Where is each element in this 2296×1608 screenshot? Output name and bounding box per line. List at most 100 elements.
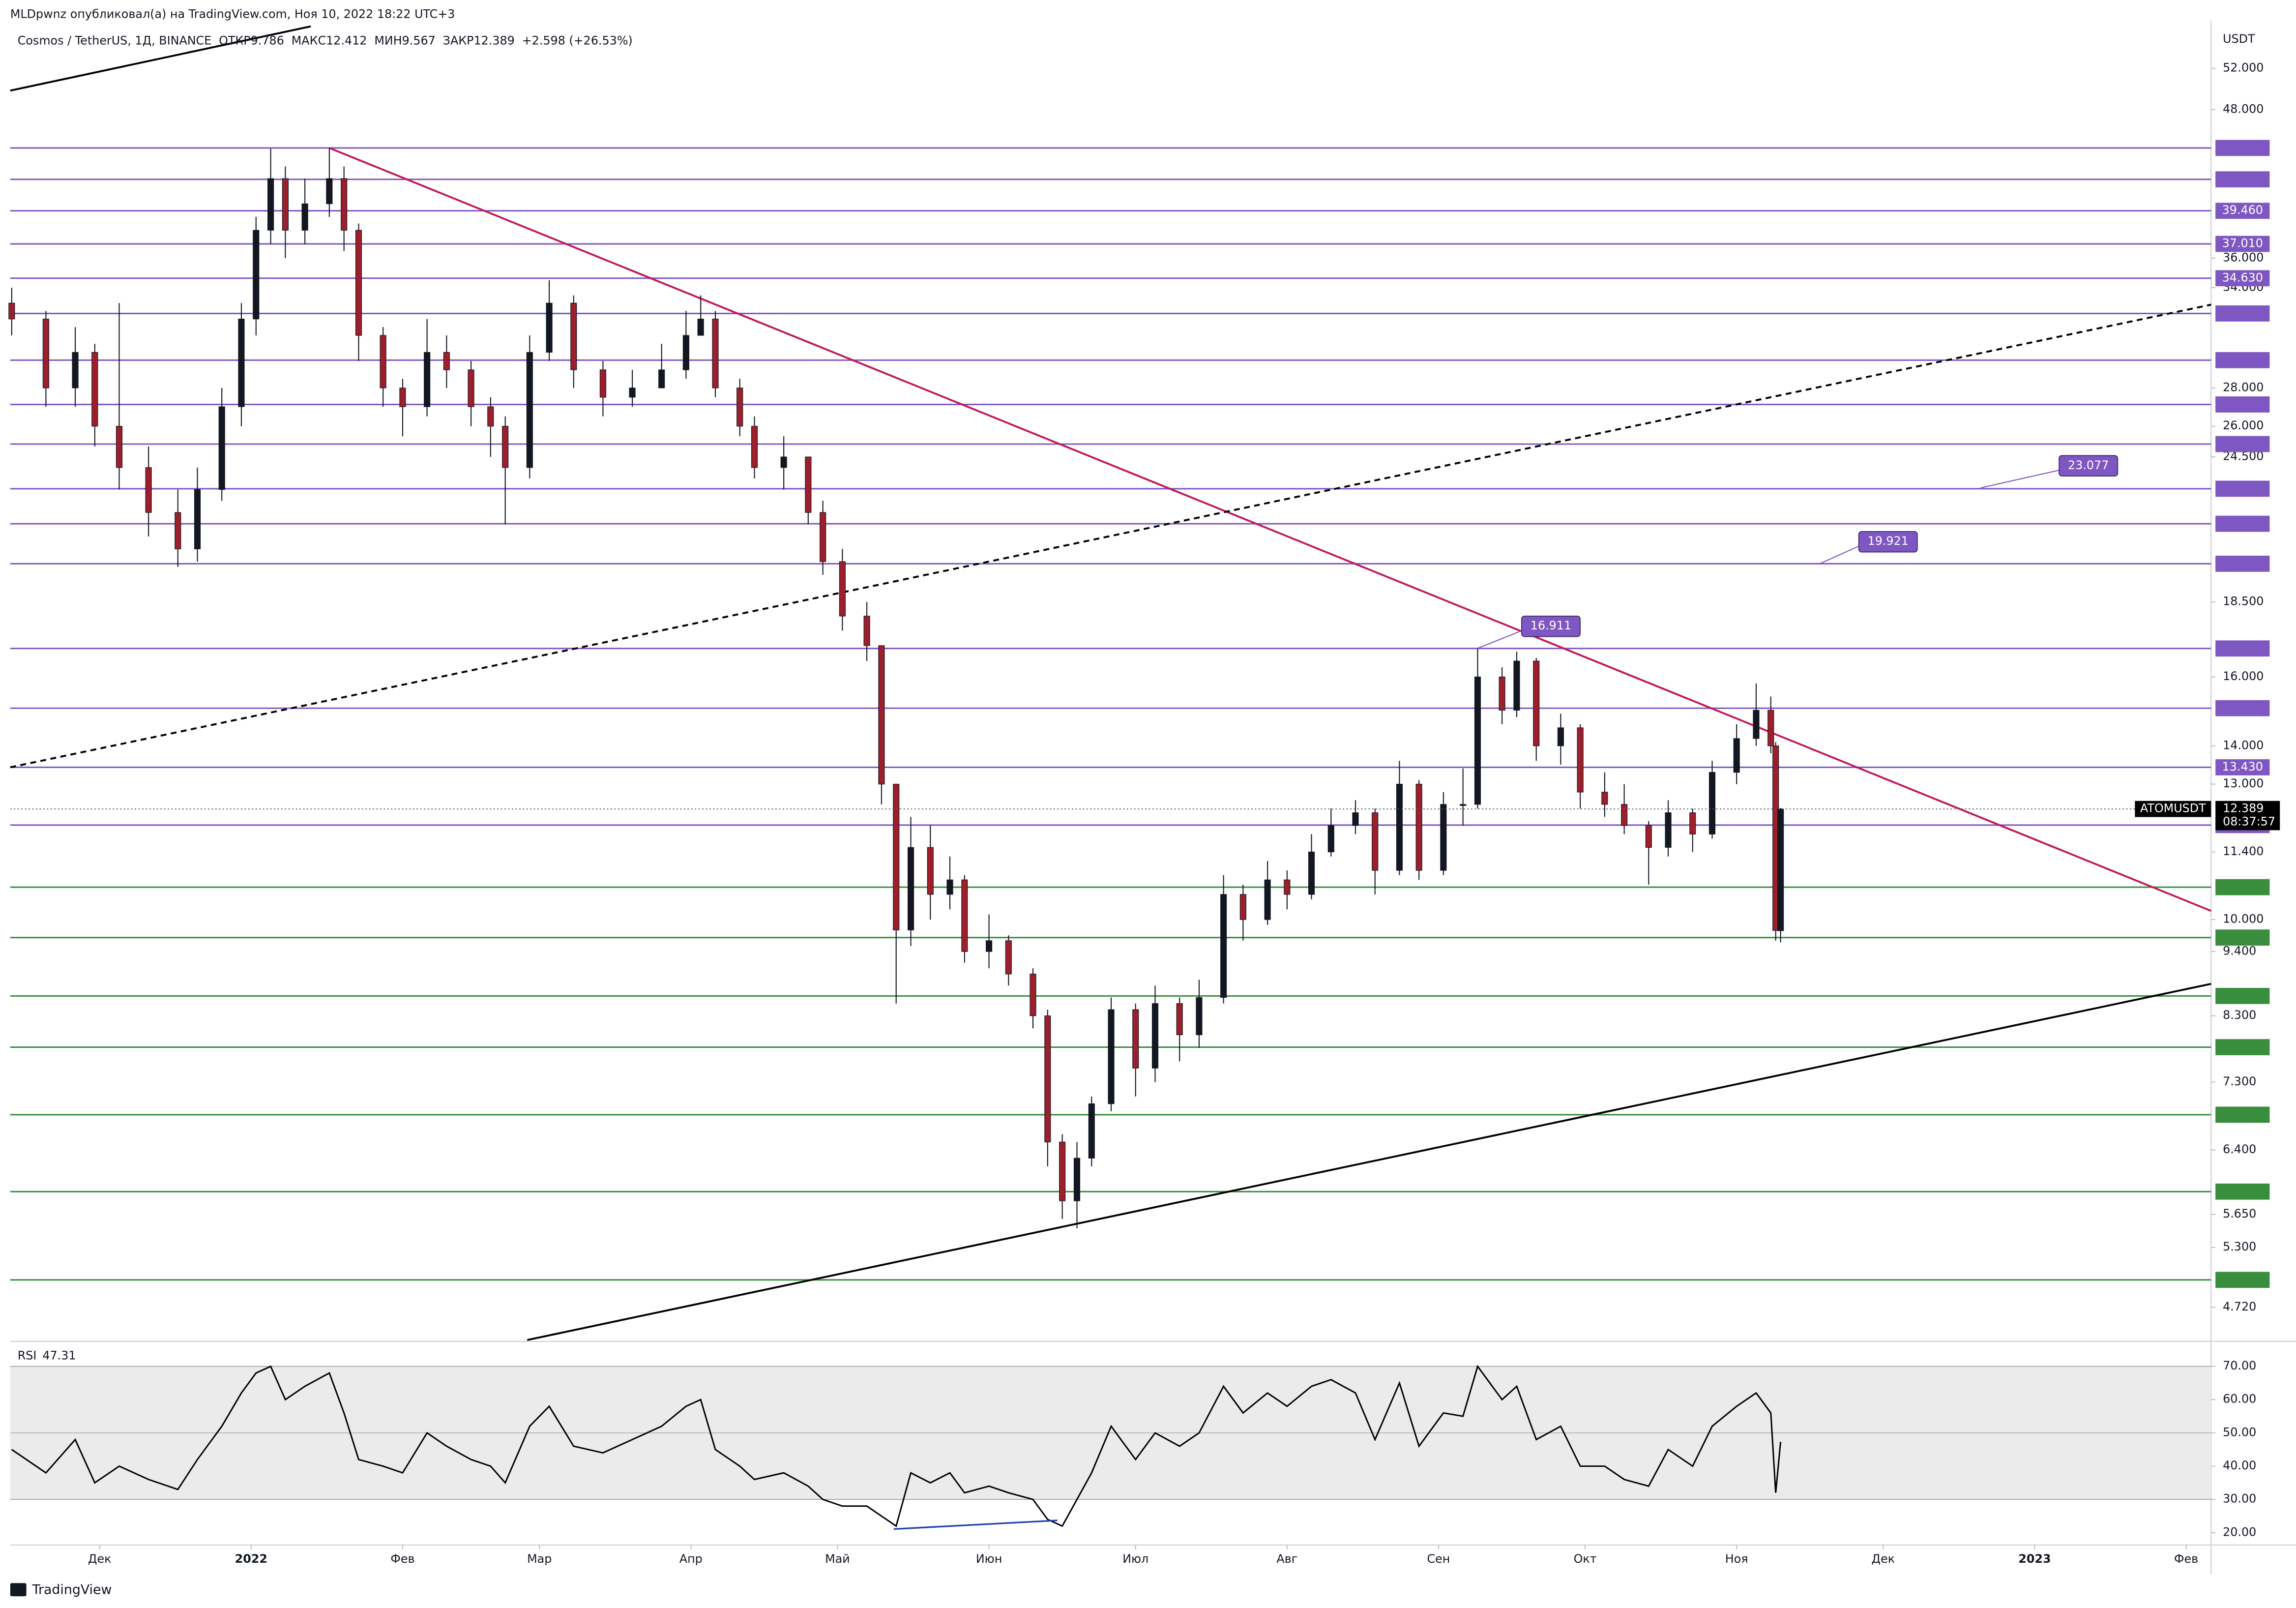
candle-body xyxy=(1220,894,1227,998)
candle-body xyxy=(1327,825,1334,853)
legend-value: 12.389 xyxy=(474,33,515,47)
level-label-box xyxy=(2215,305,2270,322)
candle-body xyxy=(1264,879,1271,920)
candle-body xyxy=(91,352,98,427)
candle-body xyxy=(218,406,225,490)
candle-body xyxy=(927,847,934,895)
candle-body xyxy=(1352,812,1359,826)
rsi-y-tick-label: 60.00 xyxy=(2223,1392,2256,1406)
rsi-legend: RSI 47.31 xyxy=(18,1348,76,1362)
candle-body xyxy=(502,426,509,468)
candle-body xyxy=(194,489,201,549)
candle-body xyxy=(1753,710,1760,739)
candle-body xyxy=(908,847,914,930)
header: MLDpwnz опубликовал(а) на TradingView.co… xyxy=(10,7,455,21)
candle-body xyxy=(487,406,494,427)
candle-body xyxy=(1396,783,1403,871)
level-label-box xyxy=(2215,1183,2270,1200)
callout-label: 23.077 xyxy=(2068,458,2109,472)
level-label-box xyxy=(2215,396,2270,413)
callout-box xyxy=(1521,615,1581,637)
level-label-box xyxy=(2215,988,2270,1004)
candle-body xyxy=(468,369,474,407)
logo-icon xyxy=(10,1583,27,1597)
legend-key: МАКС xyxy=(292,33,326,47)
candle-body xyxy=(341,178,348,231)
callout-box xyxy=(1858,531,1918,553)
trend-line xyxy=(329,147,2211,912)
candle-body xyxy=(326,178,333,204)
y-tick-label: 4.720 xyxy=(2223,1300,2256,1313)
candle-body xyxy=(1557,727,1564,746)
candle-body xyxy=(355,230,362,336)
level-label-box xyxy=(2215,759,2270,775)
candle-body xyxy=(682,335,689,370)
candle-body xyxy=(961,879,968,952)
candle-body xyxy=(893,783,900,930)
candle-body xyxy=(1733,738,1740,773)
level-label-box xyxy=(2215,480,2270,497)
candle-body xyxy=(1196,997,1203,1035)
callout-box xyxy=(2059,455,2119,477)
candle-body xyxy=(697,319,704,336)
y-tick-label: 9.400 xyxy=(2223,944,2256,958)
level-label: 13.430 xyxy=(2222,760,2263,774)
candle-body xyxy=(751,426,758,468)
level-label-box xyxy=(2215,236,2270,252)
candle-body xyxy=(424,352,431,407)
callout-pointer xyxy=(1819,545,1859,565)
candle-body xyxy=(1059,1141,1066,1201)
candle-body xyxy=(570,302,577,370)
level-label: 34.630 xyxy=(2222,270,2263,284)
candle-body xyxy=(443,352,450,370)
candle-body xyxy=(839,561,846,617)
x-tick-label: Фев xyxy=(2174,1552,2198,1566)
x-tick-label: Ноя xyxy=(1725,1552,1748,1566)
candle-body xyxy=(1108,1009,1115,1104)
rsi-y-tick-label: 50.00 xyxy=(2223,1425,2256,1439)
x-tick-label: Июн xyxy=(976,1552,1002,1566)
candle-body xyxy=(267,178,274,231)
candle-body xyxy=(1777,808,1784,931)
candle-body xyxy=(1665,812,1672,848)
rsi-y-tick-label: 40.00 xyxy=(2223,1459,2256,1472)
trend-line xyxy=(527,983,2211,1341)
legend-key: МИН xyxy=(374,33,402,47)
footer-logo: TradingView xyxy=(32,1582,112,1598)
level-label: 37.010 xyxy=(2222,236,2263,250)
candle-body xyxy=(629,387,636,398)
x-tick-label: 2022 xyxy=(235,1552,267,1566)
candle-body xyxy=(145,467,152,513)
level-label-box xyxy=(2215,140,2270,156)
candle-body xyxy=(1645,825,1652,848)
candle-body xyxy=(805,456,812,513)
candle-body xyxy=(72,352,79,388)
y-tick-label: 18.500 xyxy=(2223,595,2264,608)
candle-body xyxy=(42,319,49,388)
candle-body xyxy=(599,369,606,398)
candle-body xyxy=(1005,940,1012,975)
level-label-box xyxy=(2215,1272,2270,1288)
y-tick-label: 16.000 xyxy=(2223,669,2264,683)
price-label: 12.389 xyxy=(2223,802,2264,815)
y-tick-label: 14.000 xyxy=(2223,738,2264,752)
x-tick-label: Дек xyxy=(88,1552,112,1566)
level-label-box xyxy=(2215,640,2270,657)
candle-body xyxy=(1088,1103,1095,1159)
candle-body xyxy=(8,302,15,320)
level-label-box xyxy=(2215,270,2270,287)
y-tick-label: 10.000 xyxy=(2223,912,2264,926)
rsi-y-tick-label: 20.00 xyxy=(2223,1525,2256,1539)
level-label-box xyxy=(2215,203,2270,219)
candle-body xyxy=(175,512,181,549)
legend-change: +2.598 (+26.53%) xyxy=(522,33,633,47)
y-tick-label: 28.000 xyxy=(2223,380,2264,394)
candle-body xyxy=(380,335,386,388)
candle-body xyxy=(238,319,245,407)
level-label-box xyxy=(2215,171,2270,188)
candle-body xyxy=(863,616,870,646)
candle-body xyxy=(1284,879,1291,895)
y-tick-label: 8.300 xyxy=(2223,1008,2256,1022)
x-tick-label: Май xyxy=(825,1552,850,1566)
candle-body xyxy=(1440,804,1447,871)
